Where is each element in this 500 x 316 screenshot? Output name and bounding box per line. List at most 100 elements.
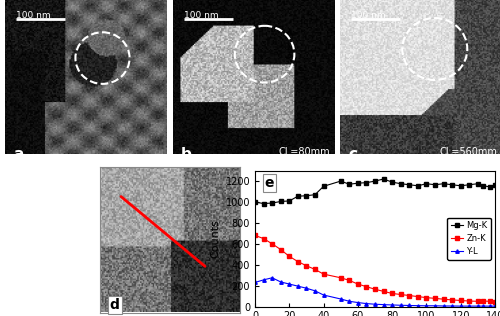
Zn-K xyxy=(480,299,486,303)
Mg-K xyxy=(269,201,275,205)
Mg-K xyxy=(475,182,481,185)
Y-L xyxy=(295,284,301,288)
Zn-K xyxy=(432,296,438,300)
Mg-K xyxy=(355,181,361,185)
Y-L xyxy=(372,302,378,306)
Zn-K xyxy=(260,237,266,240)
Text: 100 nm: 100 nm xyxy=(352,11,386,20)
Mg-K xyxy=(466,183,472,187)
Mg-K xyxy=(398,182,404,185)
Mg-K xyxy=(312,193,318,197)
Zn-K xyxy=(449,298,455,302)
Zn-K xyxy=(440,297,446,301)
Zn-K xyxy=(364,285,370,289)
Y-L xyxy=(269,276,275,280)
Y-L xyxy=(364,302,370,306)
Y-L xyxy=(424,304,430,308)
Mg-K xyxy=(440,182,446,185)
Mg-K xyxy=(389,180,395,184)
Y-L xyxy=(440,304,446,308)
Y-L xyxy=(286,282,292,286)
Y-L xyxy=(304,286,310,290)
Y-L xyxy=(398,303,404,307)
Zn-K xyxy=(487,299,493,303)
Mg-K xyxy=(424,182,430,185)
Y-L xyxy=(458,304,464,308)
Y-L xyxy=(492,304,498,308)
Zn-K xyxy=(458,299,464,302)
Zn-K xyxy=(372,287,378,291)
Mg-K xyxy=(338,179,344,183)
Y-axis label: Counts: Counts xyxy=(210,219,220,258)
Zn-K xyxy=(278,248,283,252)
Zn-K xyxy=(415,295,421,299)
Zn-K xyxy=(406,294,412,297)
Y-L xyxy=(415,304,421,307)
Zn-K xyxy=(252,234,258,237)
Mg-K xyxy=(364,181,370,185)
Mg-K xyxy=(278,200,283,204)
Zn-K xyxy=(398,293,404,296)
Text: d: d xyxy=(110,298,120,312)
Line: Y-L: Y-L xyxy=(254,276,496,308)
Text: e: e xyxy=(264,176,274,190)
Y-L xyxy=(480,304,486,308)
Y-L xyxy=(466,304,472,308)
Mg-K xyxy=(432,183,438,187)
Zn-K xyxy=(304,264,310,268)
Zn-K xyxy=(380,289,386,293)
Y-L xyxy=(278,280,283,284)
Y-L xyxy=(389,303,395,307)
Y-L xyxy=(260,278,266,282)
Y-L xyxy=(406,304,412,307)
Zn-K xyxy=(338,276,344,280)
Zn-K xyxy=(492,300,498,303)
Mg-K xyxy=(372,179,378,183)
Zn-K xyxy=(295,260,301,264)
Zn-K xyxy=(466,299,472,303)
Zn-K xyxy=(312,268,318,271)
Text: CL=80mm: CL=80mm xyxy=(278,147,330,157)
Text: 100 nm: 100 nm xyxy=(184,11,218,20)
Y-L xyxy=(252,281,258,284)
Y-L xyxy=(312,289,318,293)
Legend: Mg-K, Zn-K, Y-L: Mg-K, Zn-K, Y-L xyxy=(447,218,491,259)
Mg-K xyxy=(449,183,455,187)
Y-L xyxy=(355,301,361,304)
Text: c: c xyxy=(348,147,357,162)
Mg-K xyxy=(252,200,258,204)
Mg-K xyxy=(304,194,310,198)
Line: Zn-K: Zn-K xyxy=(254,234,496,303)
Mg-K xyxy=(260,202,266,205)
Y-L xyxy=(338,297,344,301)
Y-L xyxy=(346,299,352,303)
Mg-K xyxy=(458,184,464,188)
Mg-K xyxy=(480,184,486,188)
Y-L xyxy=(380,303,386,307)
Y-L xyxy=(432,304,438,308)
Mg-K xyxy=(492,183,498,187)
Mg-K xyxy=(380,177,386,181)
Zn-K xyxy=(346,278,352,282)
Y-L xyxy=(320,293,326,297)
Text: 100 nm: 100 nm xyxy=(16,11,51,20)
Mg-K xyxy=(406,183,412,187)
Zn-K xyxy=(269,242,275,246)
Y-L xyxy=(475,304,481,308)
Y-L xyxy=(487,304,493,308)
Line: Mg-K: Mg-K xyxy=(254,177,496,205)
Zn-K xyxy=(424,296,430,300)
Mg-K xyxy=(286,199,292,203)
Zn-K xyxy=(320,272,326,276)
Zn-K xyxy=(389,292,395,295)
Y-L xyxy=(449,304,455,308)
Mg-K xyxy=(295,194,301,198)
Text: b: b xyxy=(180,147,192,162)
Mg-K xyxy=(487,185,493,189)
Mg-K xyxy=(320,185,326,188)
Text: a: a xyxy=(13,147,24,162)
Text: CL=560mm: CL=560mm xyxy=(440,147,498,157)
Zn-K xyxy=(355,282,361,286)
Mg-K xyxy=(346,182,352,186)
Zn-K xyxy=(475,299,481,303)
